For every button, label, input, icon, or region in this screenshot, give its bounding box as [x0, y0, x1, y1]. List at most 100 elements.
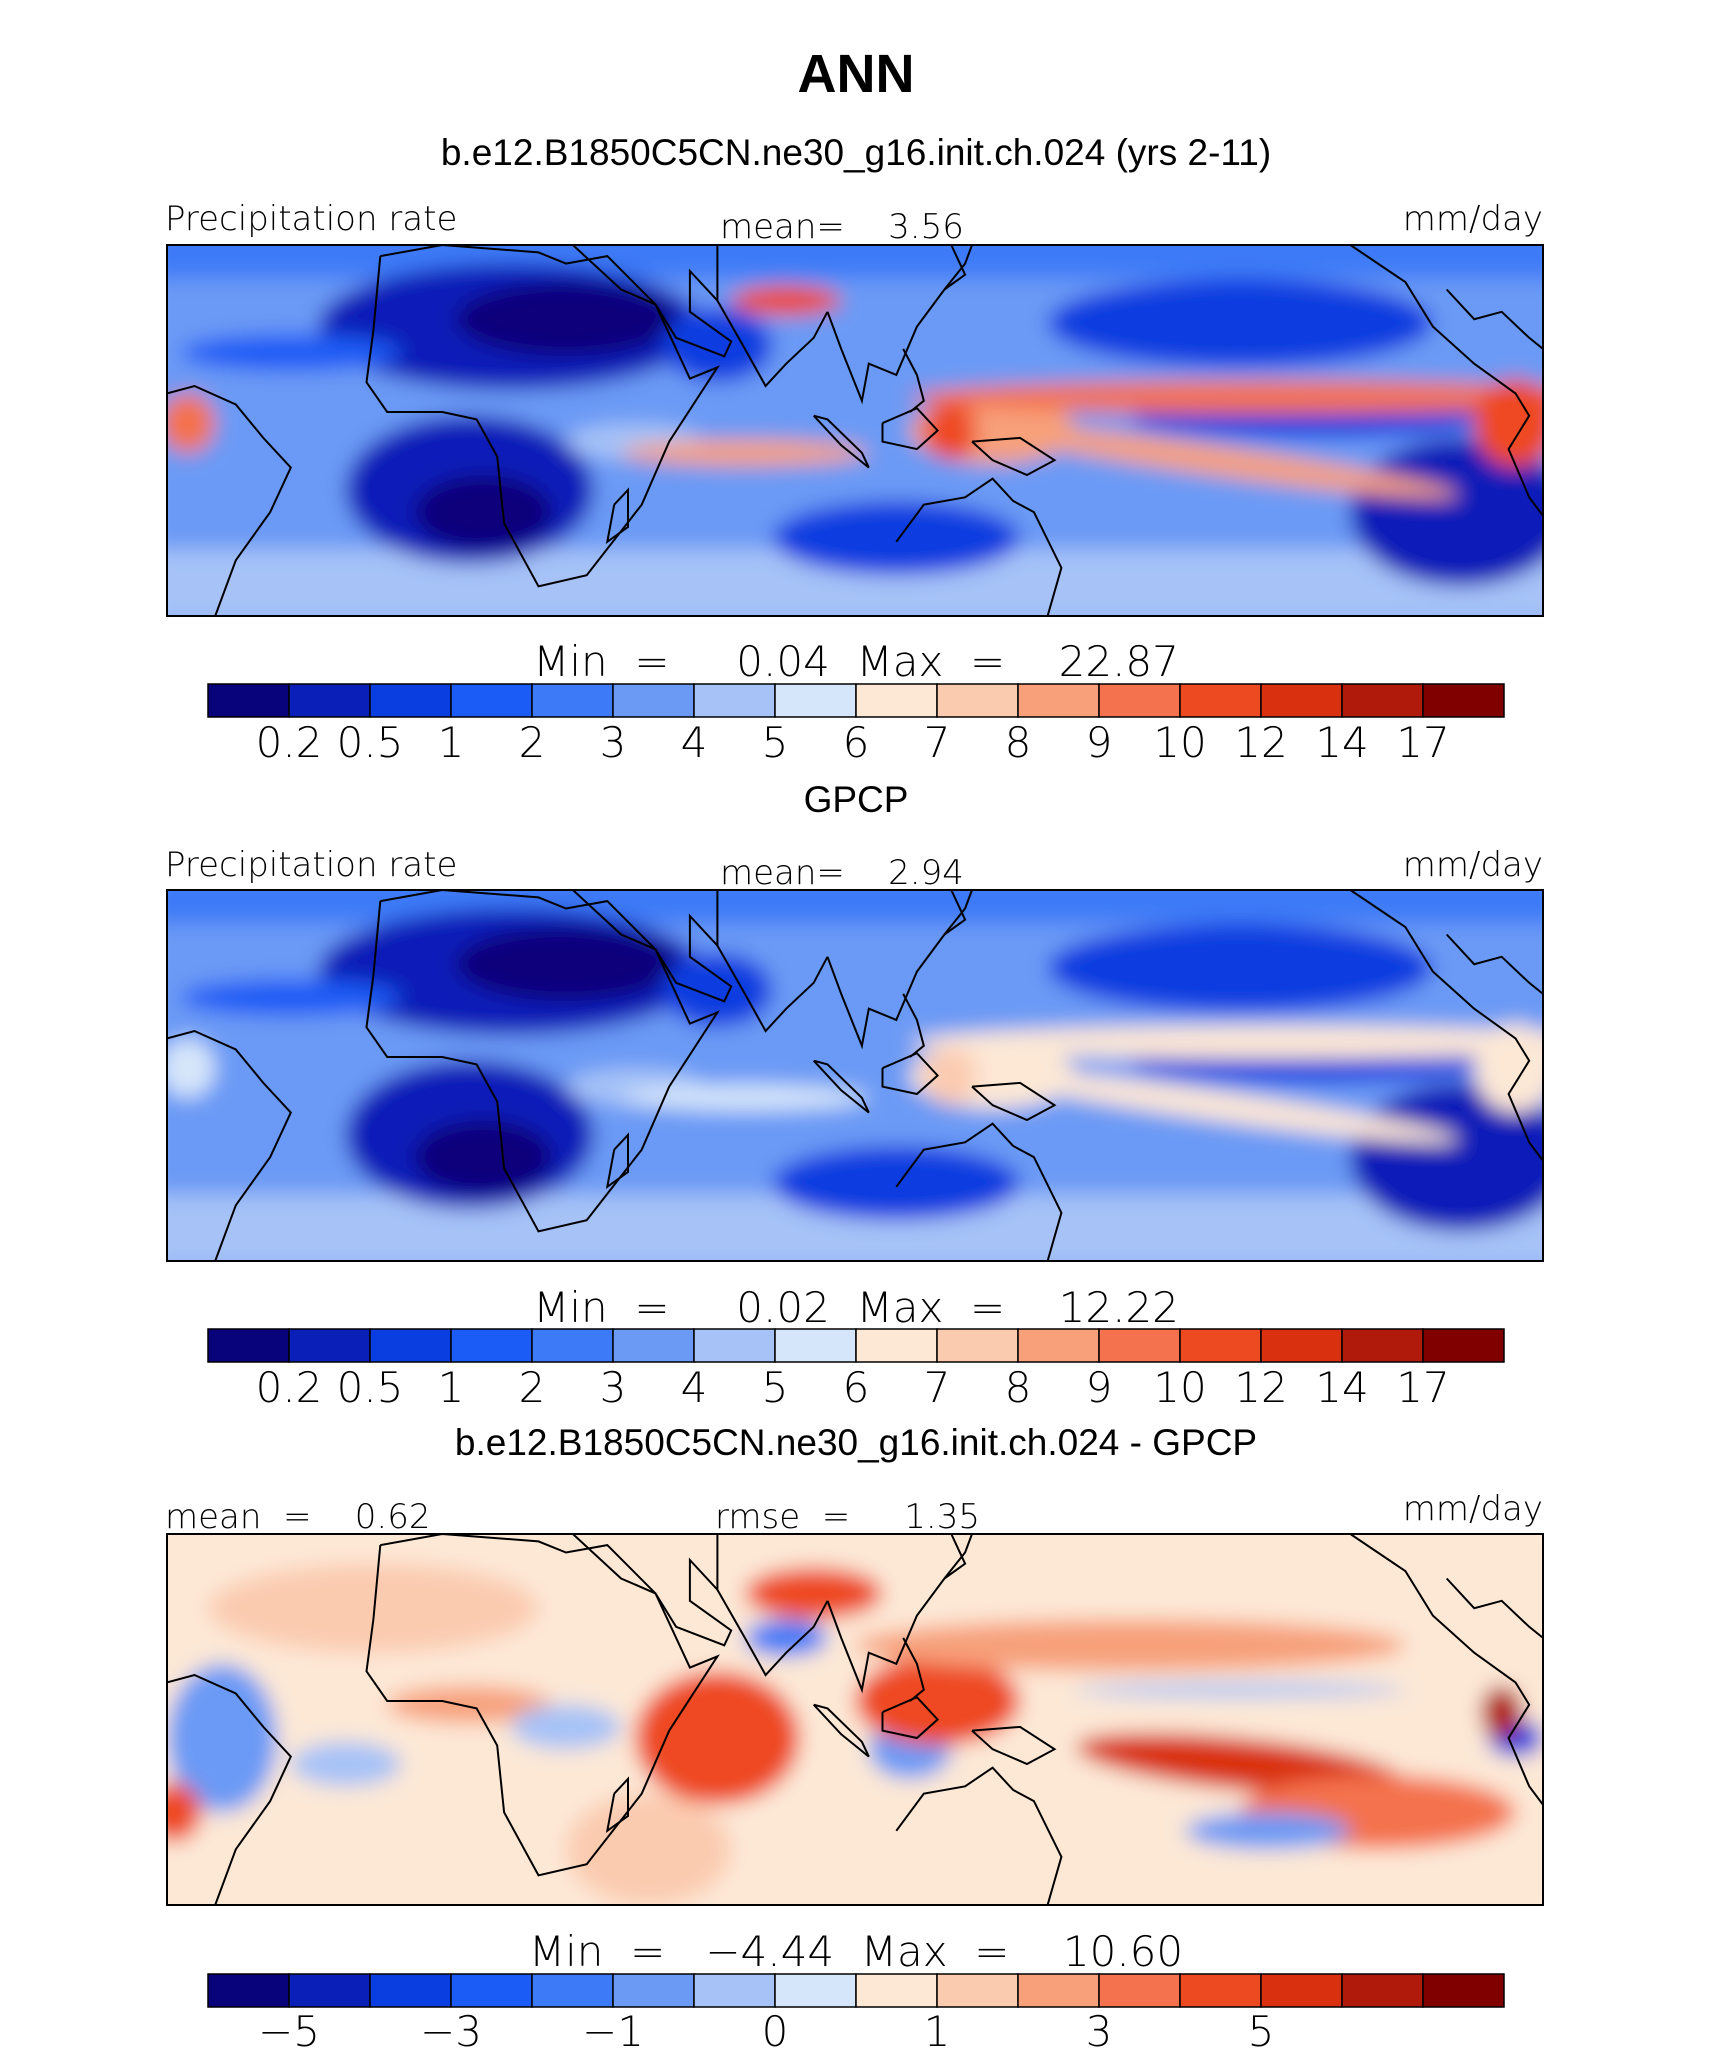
page-title: ANN	[798, 44, 915, 104]
colorbar-cell	[612, 1973, 695, 2008]
colorbar-cell	[936, 683, 1019, 718]
colorbar-cell	[774, 1328, 857, 1363]
colorbar-ticks: −5 −3 −1 0 1 3 5	[258, 2007, 1274, 2056]
units-label: mm/day	[1403, 199, 1543, 239]
coastlines	[167, 1534, 1543, 1905]
coastline	[895, 1766, 1063, 1905]
colorbar	[207, 683, 1505, 718]
map-field	[167, 1534, 1543, 1905]
colorbar	[207, 1328, 1505, 1363]
map-field	[167, 245, 1543, 616]
coastline	[605, 1132, 629, 1190]
panel-1: b.e12.B1850C5CN.ne30_g16.init.ch.024 (yr…	[165, 132, 1544, 767]
colorbar-tick-label: 5	[1248, 2007, 1275, 2056]
coastline	[572, 245, 733, 358]
colorbar-tick-label: 4	[681, 1363, 708, 1412]
colorbar-cell	[774, 1973, 857, 2008]
coastline	[895, 477, 1063, 616]
colorbar-cell	[936, 1328, 1019, 1363]
coastline	[902, 1637, 925, 1702]
colorbar-cell	[612, 683, 695, 718]
colorbar-tick-label: 3	[600, 1363, 627, 1412]
coastlines	[167, 890, 1543, 1261]
colorbar-cell	[855, 683, 938, 718]
colorbar-tick-label: 1	[438, 1363, 465, 1412]
mean-label: mean= 2.94	[720, 853, 964, 893]
colorbar-cell	[450, 1973, 533, 2008]
colorbar-cell	[369, 1973, 452, 2008]
map-frame	[166, 1533, 1544, 1906]
colorbar-tick-label: 10	[1153, 1363, 1206, 1412]
colorbar-tick-label: −5	[258, 2007, 320, 2056]
colorbar-cell	[207, 1973, 290, 2008]
coastline	[971, 1725, 1057, 1766]
colorbar-cell	[1260, 683, 1343, 718]
colorbar-tick-label: 1	[438, 718, 465, 767]
colorbar-tick-label: 2	[519, 718, 546, 767]
colorbar-cell	[450, 683, 533, 718]
panel-title: b.e12.B1850C5CN.ne30_g16.init.ch.024 (yr…	[441, 132, 1271, 173]
colorbar-tick-label: 17	[1396, 718, 1449, 767]
map-frame	[166, 889, 1544, 1262]
coastline	[716, 300, 829, 388]
coastline	[812, 414, 870, 469]
colorbar-tick-label: 12	[1234, 1363, 1287, 1412]
coastline	[605, 487, 629, 545]
colorbar-cell	[1098, 683, 1181, 718]
colorbar-cell	[936, 1973, 1019, 2008]
min-max-label: Min = 0.02 Max = 12.22	[533, 1283, 1179, 1332]
colorbar-cell	[1017, 1973, 1100, 2008]
colorbar-tick-label: 5	[762, 1363, 789, 1412]
colorbar-cell	[1260, 1973, 1343, 2008]
colorbar-cell	[1260, 1328, 1343, 1363]
colorbar-cell	[612, 1328, 695, 1363]
colorbar-tick-label: 0.2	[256, 1363, 323, 1412]
panel-title: GPCP	[804, 779, 909, 820]
colorbar-cell	[1422, 683, 1505, 718]
colorbar-cell	[774, 683, 857, 718]
colorbar-tick-label: 0	[762, 2007, 789, 2056]
colorbar-ticks: 0.2 0.5 1 2 3 4 5 6 7 8 9 10 12 14 17	[256, 718, 1450, 767]
colorbar-cell	[693, 1328, 776, 1363]
coastline	[365, 1534, 720, 1877]
colorbar-cell	[1179, 1328, 1262, 1363]
colorbar-tick-label: 7	[924, 1363, 951, 1412]
colorbar-tick-label: 7	[924, 718, 951, 767]
coastline	[826, 245, 973, 405]
coastline	[971, 436, 1057, 477]
coastline	[826, 1534, 973, 1694]
colorbar-cell	[1422, 1328, 1505, 1363]
coastline	[943, 245, 967, 291]
mean-label: mean= 3.56	[720, 207, 964, 247]
units-label: mm/day	[1403, 1489, 1543, 1529]
panel-title: b.e12.B1850C5CN.ne30_g16.init.ch.024 - G…	[455, 1422, 1257, 1463]
coastline	[1349, 1534, 1543, 1806]
colorbar-tick-label: 0.2	[256, 718, 323, 767]
coastline	[902, 348, 925, 413]
rmse-label: rmse = 1.35	[715, 1497, 980, 1537]
colorbar-cell	[288, 683, 371, 718]
coastline	[716, 945, 829, 1033]
coastline	[812, 1059, 870, 1114]
colorbar-cell	[1422, 1973, 1505, 2008]
colorbar-cell	[1341, 1328, 1424, 1363]
coastline	[572, 890, 733, 1003]
colorbar-cell	[1017, 1328, 1100, 1363]
coastline	[572, 1534, 733, 1647]
colorbar-cell	[1341, 1973, 1424, 2008]
colorbar-cell	[855, 1973, 938, 2008]
colorbar-cell	[1179, 1973, 1262, 2008]
colorbar-cell	[369, 1328, 452, 1363]
mean-label: mean = 0.62	[165, 1497, 430, 1537]
colorbar-tick-label: 12	[1234, 718, 1287, 767]
coastline	[167, 1673, 292, 1905]
coastline	[943, 1534, 967, 1580]
coastline	[895, 1122, 1063, 1261]
colorbar-cell	[531, 1328, 614, 1363]
colorbar-tick-label: 9	[1086, 718, 1113, 767]
colorbar-tick-label: 2	[519, 1363, 546, 1412]
colorbar-cell	[1098, 1973, 1181, 2008]
colorbar-cell	[855, 1328, 938, 1363]
map-frame	[166, 244, 1544, 617]
